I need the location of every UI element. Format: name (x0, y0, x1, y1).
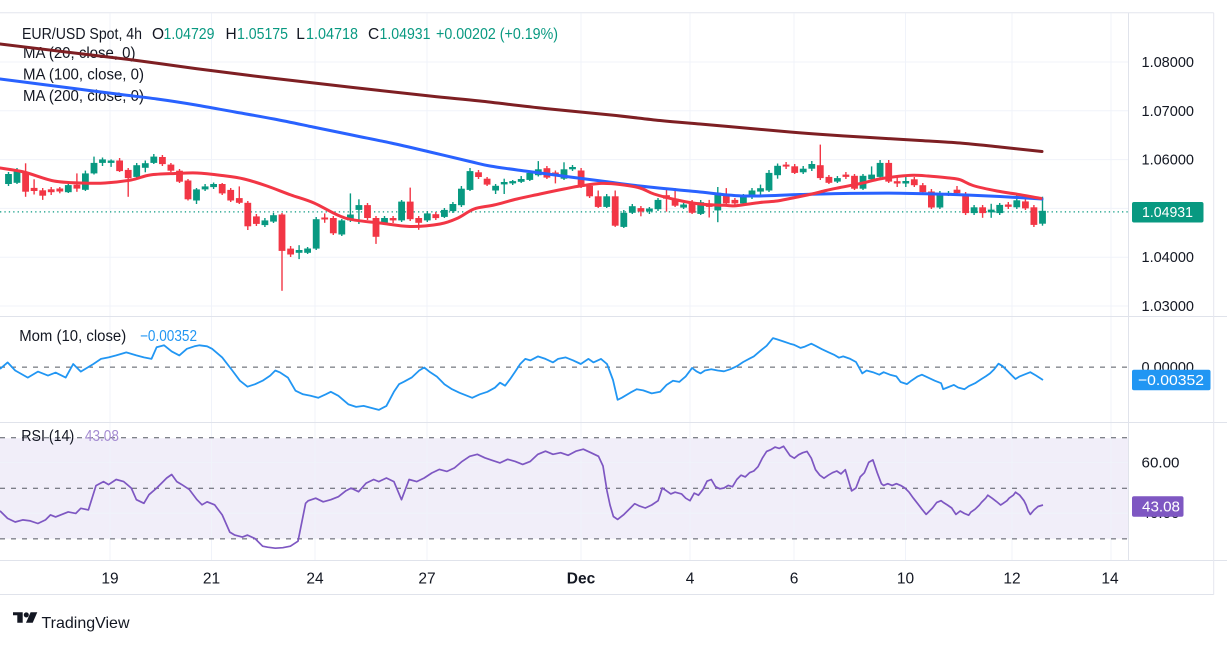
svg-text:4: 4 (686, 571, 695, 588)
svg-text:MA (200, close, 0): MA (200, close, 0) (23, 88, 144, 105)
svg-text:21: 21 (203, 571, 220, 588)
svg-text:−0.00352: −0.00352 (1138, 372, 1204, 389)
svg-text:1.06000: 1.06000 (1142, 152, 1195, 169)
svg-text:L: L (296, 26, 305, 43)
svg-text:TradingView: TradingView (42, 615, 131, 632)
svg-text:+0.00202 (+0.19%): +0.00202 (+0.19%) (436, 26, 558, 43)
svg-text:1.04718: 1.04718 (306, 26, 358, 43)
svg-text:1.04729: 1.04729 (164, 26, 215, 43)
svg-text:O: O (152, 26, 164, 43)
svg-text:MA (100, close, 0): MA (100, close, 0) (23, 67, 144, 84)
svg-text:RSI (14): RSI (14) (21, 428, 74, 445)
svg-text:6: 6 (790, 571, 799, 588)
svg-text:C: C (368, 26, 379, 43)
svg-text:1.03000: 1.03000 (1142, 298, 1195, 315)
svg-text:27: 27 (418, 571, 435, 588)
svg-text:H: H (226, 26, 237, 43)
svg-text:24: 24 (306, 571, 324, 588)
svg-text:10: 10 (897, 571, 915, 588)
svg-text:1.04931: 1.04931 (1142, 204, 1193, 221)
svg-text:Dec: Dec (567, 571, 596, 588)
svg-text:1.05175: 1.05175 (237, 26, 288, 43)
svg-text:19: 19 (101, 571, 118, 588)
svg-text:60.00: 60.00 (1142, 454, 1180, 471)
svg-text:1.08000: 1.08000 (1142, 54, 1195, 71)
svg-text:14: 14 (1101, 571, 1119, 588)
svg-text:1.04931: 1.04931 (380, 26, 431, 43)
svg-text:Mom (10, close): Mom (10, close) (19, 328, 126, 345)
svg-text:12: 12 (1003, 571, 1020, 588)
svg-text:43.08: 43.08 (1142, 499, 1180, 516)
svg-text:43.08: 43.08 (85, 428, 119, 445)
svg-text:−0.00352: −0.00352 (140, 328, 197, 345)
svg-text:1.07000: 1.07000 (1142, 103, 1195, 120)
svg-text:1.04000: 1.04000 (1142, 249, 1195, 266)
svg-text:EUR/USD Spot, 4h: EUR/USD Spot, 4h (22, 26, 142, 43)
